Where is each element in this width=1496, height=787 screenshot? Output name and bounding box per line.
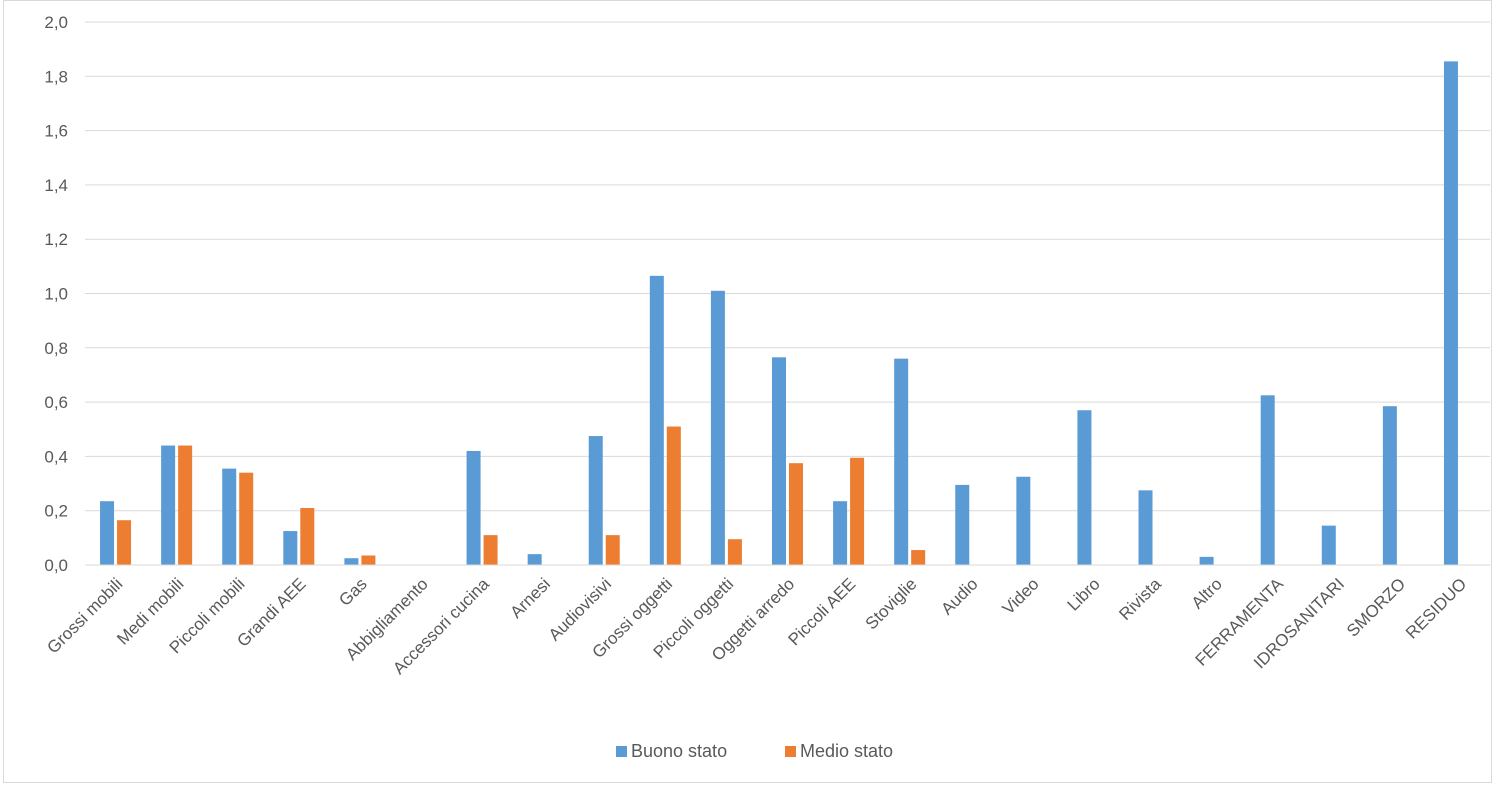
legend: Buono stato Medio stato: [616, 741, 893, 761]
x-tick-label: Gas: [335, 574, 370, 609]
y-tick-label: 1,2: [44, 230, 68, 249]
y-axis-ticks: 0,0 0,2 0,4 0,6 0,8 1,0 1,2 1,4 1,6 1,8 2,0: [44, 13, 68, 575]
bar-buono-stato: [283, 531, 298, 565]
bar-buono-stato: [1016, 476, 1031, 565]
y-tick-label: 0,8: [44, 339, 68, 358]
y-tick-label: 0,4: [44, 447, 68, 466]
x-tick-label: RESIDUO: [1402, 574, 1470, 642]
x-tick-label: Video: [999, 574, 1043, 618]
bar-buono-stato: [1138, 490, 1153, 565]
bar-buono-stato: [833, 501, 848, 565]
bar-buono-stato: [1260, 395, 1275, 565]
bar-medio-stato: [911, 550, 926, 565]
x-tick-label: Stoviglie: [862, 574, 921, 633]
bars: [100, 61, 1458, 566]
bar-medio-stato: [789, 463, 803, 565]
x-tick-label: Grossi mobili: [43, 574, 126, 657]
bar-medio-stato: [727, 539, 742, 565]
y-tick-label: 1,0: [44, 285, 68, 304]
bar-buono-stato: [649, 275, 664, 565]
gridlines: [85, 21, 1490, 512]
bar-medio-stato: [361, 555, 376, 565]
y-tick-label: 1,4: [44, 176, 68, 195]
y-tick-label: 0,0: [44, 556, 68, 575]
x-tick-label: Rivista: [1115, 574, 1165, 624]
bar-buono-stato: [100, 501, 115, 565]
bar-medio-stato: [483, 535, 498, 565]
bar-medio-stato: [666, 426, 681, 565]
bar-buono-stato: [1382, 406, 1397, 565]
bar-medio-stato: [117, 520, 132, 565]
bar-medio-stato: [178, 445, 193, 565]
legend-swatch: [616, 746, 627, 757]
bar-medio-stato: [300, 507, 315, 565]
bar-buono-stato: [344, 558, 359, 565]
bar-medio-stato: [850, 457, 865, 565]
x-tick-label: Altro: [1188, 574, 1226, 612]
bar-buono-stato: [710, 290, 725, 565]
bar-buono-stato: [1077, 410, 1092, 565]
x-tick-label: Audio: [937, 574, 981, 618]
bar-buono-stato: [955, 484, 970, 565]
legend-label: Medio stato: [800, 741, 893, 761]
y-tick-label: 2,0: [44, 13, 68, 32]
bar-buono-stato: [1321, 525, 1336, 565]
y-tick-label: 0,6: [44, 393, 68, 412]
y-tick-label: 1,6: [44, 122, 68, 141]
bar-buono-stato: [527, 554, 542, 565]
bar-buono-stato: [588, 436, 603, 565]
x-tick-label: SMORZO: [1343, 574, 1409, 640]
bar-buono-stato: [466, 450, 481, 565]
bar-buono-stato: [161, 445, 176, 565]
bar-buono-stato: [1199, 556, 1214, 565]
y-tick-label: 0,2: [44, 502, 68, 521]
x-tick-label: Libro: [1064, 574, 1104, 614]
legend-label: Buono stato: [631, 741, 727, 761]
bar-medio-stato: [239, 472, 254, 565]
bar-buono-stato: [222, 468, 237, 565]
bar-buono-stato: [1443, 61, 1458, 566]
x-tick-label: Arnesi: [506, 574, 554, 622]
y-tick-label: 1,8: [44, 67, 68, 86]
legend-swatch: [785, 746, 796, 757]
bar-buono-stato: [894, 358, 909, 565]
bar-medio-stato: [605, 535, 620, 565]
bar-buono-stato: [772, 357, 786, 565]
